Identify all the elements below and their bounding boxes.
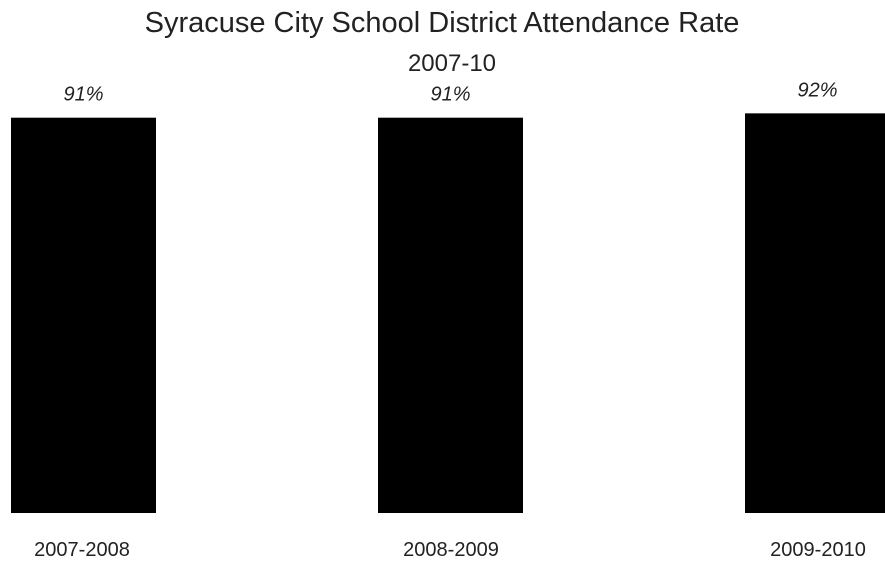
chart-title: Syracuse City School District Attendance…: [145, 7, 740, 39]
x-tick-label-2008-2009: 2008-2009: [403, 539, 499, 561]
bar-2008-2009: [378, 117, 523, 514]
x-tick-label-2007-2008: 2007-2008: [34, 539, 130, 561]
bar-2009-2010: [745, 113, 885, 514]
data-label-2007-2008: 91%: [63, 84, 103, 106]
data-label-2009-2010: 92%: [797, 79, 837, 101]
x-tick-label-2009-2010: 2009-2010: [770, 539, 866, 561]
data-labels-layer: 91% 91% 92%: [63, 79, 837, 105]
bar-2007-2008: [11, 117, 156, 514]
bars-layer: [11, 113, 885, 514]
x-axis-tick-labels: 2007-2008 2008-2009 2009-2010: [34, 539, 866, 561]
data-label-2008-2009: 91%: [430, 84, 470, 106]
chart-subtitle: 2007-10: [408, 50, 496, 77]
